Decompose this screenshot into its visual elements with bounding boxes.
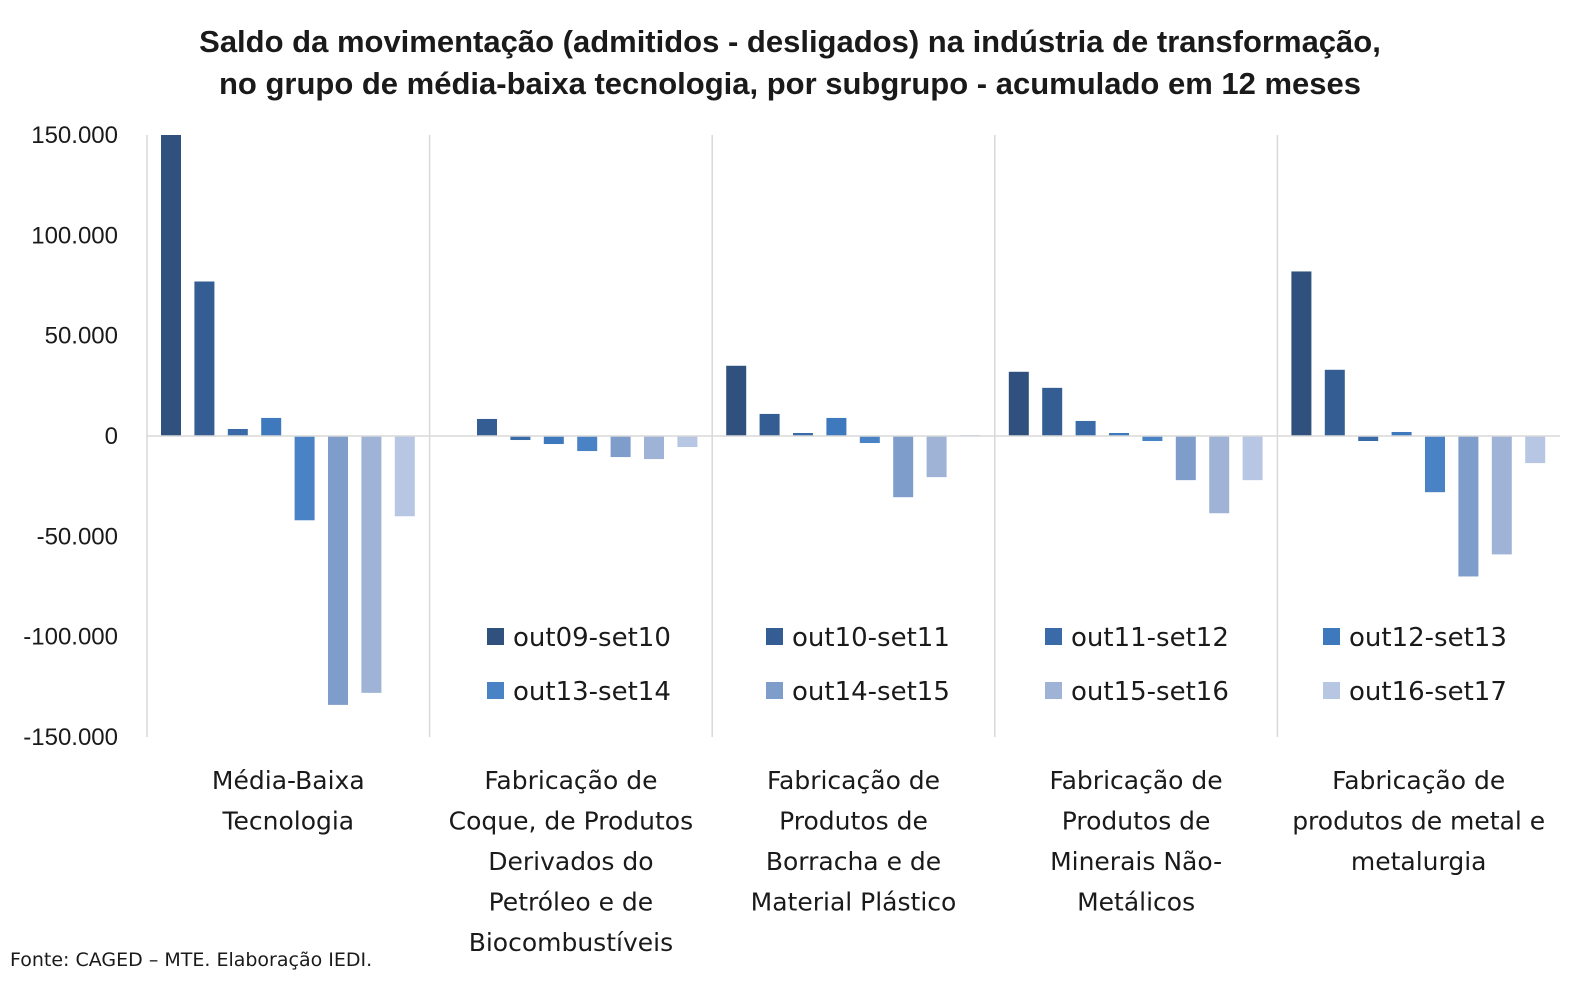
- legend-item: out16-set17: [1323, 677, 1507, 707]
- bar: [543, 436, 564, 445]
- bar: [644, 436, 664, 460]
- legend-swatch: [1323, 682, 1340, 699]
- bar: [677, 436, 698, 448]
- legend-label: out10-set11: [792, 623, 950, 653]
- bar: [510, 436, 531, 441]
- bar: [361, 436, 382, 693]
- y-tick-label: -100.000: [23, 624, 118, 651]
- bar: [477, 418, 497, 436]
- bar: [1042, 387, 1063, 436]
- legend-swatch: [1045, 628, 1062, 645]
- y-tick-label: 100.000: [31, 222, 118, 249]
- legend-item: out09-set10: [487, 623, 671, 653]
- legend-item: out12-set13: [1323, 623, 1507, 653]
- y-tick-label: 150.000: [31, 122, 118, 149]
- chart-title: Saldo da movimentação (admitidos - desli…: [199, 24, 1381, 101]
- bar: [1175, 436, 1196, 481]
- bar: [926, 436, 947, 478]
- legend-label: out14-set15: [792, 677, 950, 707]
- y-tick-label: -50.000: [37, 523, 118, 550]
- legend-swatch: [766, 682, 783, 699]
- bar: [261, 417, 282, 436]
- legend-swatch: [766, 628, 783, 645]
- category-labels: Média-Baixa Tecnologia Fabricação de Coque,…: [212, 766, 1545, 957]
- legend-item: out15-set16: [1045, 677, 1229, 707]
- chart-title-line-1: Saldo da movimentação (admitidos - desli…: [199, 24, 1381, 59]
- legend-label: out11-set12: [1071, 623, 1229, 653]
- legend-item: out10-set11: [766, 623, 950, 653]
- bar: [1324, 369, 1345, 436]
- category-label: Fabricação de produtos de metal e metalurg…: [1292, 766, 1545, 876]
- bar: [1075, 420, 1096, 436]
- bar: [759, 413, 780, 436]
- bar: [726, 365, 747, 436]
- bar: [1142, 436, 1163, 442]
- bar: [577, 436, 598, 452]
- bar: [294, 436, 315, 521]
- legend-item: out11-set12: [1045, 623, 1229, 653]
- bar: [793, 432, 813, 436]
- bar: [1242, 436, 1263, 481]
- y-tick-label: 50.000: [45, 323, 118, 350]
- bar: [194, 281, 215, 436]
- bar: [394, 436, 415, 517]
- legend: out09-set10 out10-set11 out11-set12 out12-s…: [487, 623, 1507, 707]
- source-note: Fonte: CAGED – MTE. Elaboração IEDI.: [10, 949, 372, 971]
- legend-label: out12-set13: [1349, 623, 1507, 653]
- y-tick-label: -150.000: [23, 724, 118, 751]
- chart-title-line-2: no grupo de média-baixa tecnologia, por …: [219, 66, 1361, 101]
- category-label: Fabricação de Produtos de Borracha e de Mat…: [751, 766, 957, 917]
- bars: [161, 135, 1546, 705]
- y-tick-label: 0: [105, 423, 118, 450]
- bar: [1425, 436, 1445, 493]
- bar: [1008, 371, 1029, 436]
- bar: [161, 135, 181, 436]
- legend-item: out14-set15: [766, 677, 950, 707]
- category-label: Fabricação de Produtos de Minerais Não-Met…: [1050, 766, 1223, 917]
- legend-label: out09-set10: [513, 623, 671, 653]
- bar: [859, 436, 880, 444]
- y-axis-labels: 150.000 100.000 50.000 0 -50.000 -100.000 -150…: [23, 122, 118, 751]
- bar: [1525, 436, 1546, 464]
- legend-swatch: [487, 682, 504, 699]
- bar: [328, 436, 348, 705]
- bar: [227, 428, 248, 436]
- bar: [1458, 436, 1479, 577]
- legend-item: out13-set14: [487, 677, 671, 707]
- legend-swatch: [1323, 628, 1340, 645]
- legend-label: out15-set16: [1071, 677, 1229, 707]
- legend-swatch: [1045, 682, 1062, 699]
- bar: [1391, 431, 1412, 436]
- bar: [1109, 432, 1129, 436]
- bar: [1358, 436, 1379, 442]
- legend-label: out16-set17: [1349, 677, 1507, 707]
- bar: [1291, 271, 1312, 436]
- bar: [1491, 436, 1512, 555]
- bar: [893, 436, 914, 498]
- bar: [826, 417, 847, 436]
- legend-label: out13-set14: [513, 677, 671, 707]
- legend-swatch: [487, 628, 504, 645]
- bar: [1209, 436, 1230, 514]
- category-label: Fabricação de Coque, de Produtos Derivados…: [449, 766, 693, 957]
- bar: [610, 436, 631, 458]
- category-label: Média-Baixa Tecnologia: [212, 766, 365, 836]
